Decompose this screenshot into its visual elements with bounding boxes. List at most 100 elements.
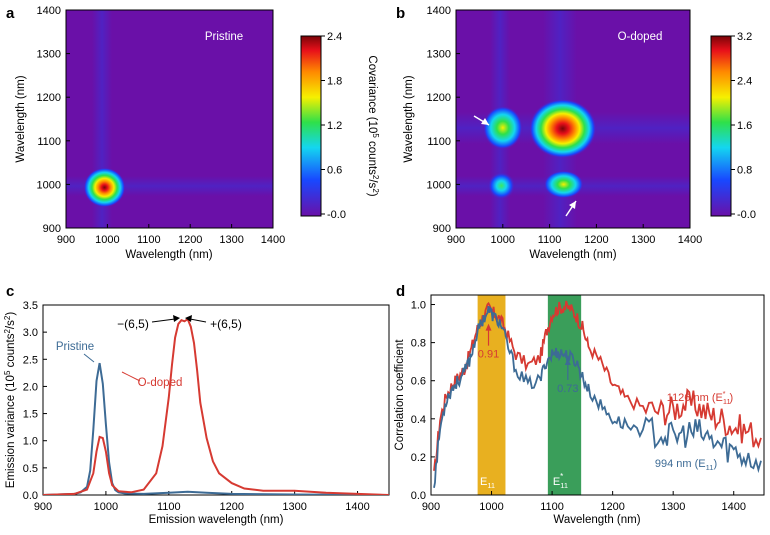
heatmap-b-peak [543, 170, 584, 199]
heatmap-b-peak [487, 171, 516, 200]
heatmap-a-xtick-label: 900 [57, 234, 75, 246]
line-d-ytick-label: 0.8 [411, 338, 426, 350]
heatmap-b-arrowhead-2 [569, 201, 576, 209]
heatmap-a-frame [65, 9, 274, 229]
line-c-legend-odoped: O-doped [138, 377, 183, 389]
line-d-ylabel: Correlation coefficient [394, 339, 406, 451]
heatmap-a-xtick-label: 1200 [178, 234, 202, 246]
line-c-legend-pristine: Pristine [56, 341, 94, 353]
heatmap-a-annotation: Pristine [205, 31, 243, 43]
heatmap-a-ytick-label: 1000 [37, 179, 61, 191]
colorbar-a [300, 35, 322, 217]
heatmap-a-xlabel: Wavelength (nm) [125, 249, 212, 261]
line-c-annotation-plus: +(6,5) [210, 317, 242, 331]
line-c-ytick-label: 0.0 [23, 490, 38, 502]
line-d-xtick-label: 1400 [721, 501, 745, 513]
heatmap-b-xtick-label: 1100 [538, 234, 562, 246]
line-c-xlabel: Emission wavelength (nm) [149, 514, 284, 526]
line-c-pointer-odoped [121, 371, 141, 382]
panel-letter-d: d [396, 283, 405, 300]
heatmap-b-frame [455, 9, 691, 229]
line-d-xtick-label: 1100 [540, 501, 564, 513]
heatmap-b-ylabel: Wavelength (nm) [403, 75, 415, 162]
line-d-band-e11-star [547, 295, 582, 495]
heatmap-b-arrowhead-1 [481, 118, 489, 125]
heatmap-b-xtick-label: 1200 [584, 234, 608, 246]
colorbar-a-tick-label: 0.6 [327, 165, 342, 177]
line-c-ytick-label: 2.0 [23, 381, 38, 393]
heatmap-a-ylabel: Wavelength (nm) [15, 75, 27, 162]
heatmap-a-ytick-label: 1300 [37, 49, 61, 61]
colorbar-b-tick-label: 0.8 [737, 165, 752, 177]
heatmap-b-ytick-label: 1300 [427, 49, 451, 61]
line-d-ytick-label: 0.6 [411, 376, 426, 388]
heatmap-b-xtick-label: 1000 [491, 234, 515, 246]
colorbar-a-label: Covariance (105 counts2/s2) [366, 55, 381, 196]
line-c-arrowhead-plus [185, 315, 192, 322]
line-c-ytick-label: 1.0 [23, 436, 38, 448]
colorbar-b-tick-label: 1.6 [737, 120, 752, 132]
heatmap-b-ytick-label: 1200 [427, 92, 451, 104]
panel-letter-c: c [6, 283, 14, 300]
line-d-band-label: E11* [553, 472, 568, 490]
heatmap-a-xtick-label: 1400 [261, 234, 285, 246]
line-d-marker-arrowhead [485, 323, 492, 331]
line-d-frame [430, 294, 765, 496]
panel-letter-a: a [6, 5, 15, 22]
panel-b: b 900 1000 1100 1200 1300 1400 900 1000 1100 1200… [396, 5, 756, 261]
heatmap-a-ytick-label: 1200 [37, 92, 61, 104]
heatmap-b-xtick-label: 1400 [678, 234, 702, 246]
colorbar-a-tick-label: 1.8 [327, 76, 342, 88]
line-c-arrowhead-minus [173, 315, 180, 322]
heatmap-a-xtick-label: 1300 [219, 234, 243, 246]
colorbar-b-tick-label: 2.4 [737, 76, 752, 88]
line-c-xtick-label: 1400 [345, 501, 369, 513]
panel-letter-b: b [396, 5, 405, 22]
heatmap-b-ytick-label: 1100 [427, 136, 451, 148]
line-c-xtick-label: 1300 [282, 501, 306, 513]
line-d-series-1126nm [433, 300, 762, 471]
line-c-xtick-label: 1100 [157, 501, 181, 513]
line-d-legend-1126: 1126 nm (E11*) [667, 389, 733, 406]
panel-c: c 900 1000 1100 1200 1300 1400 0.0 0.5 1.0 1.5 2.0… [3, 283, 390, 526]
line-c-xtick-label: 900 [34, 501, 52, 513]
line-d-legend-994: 994 nm (E11) [655, 458, 717, 472]
line-d-marker-arrowhead [564, 357, 571, 365]
line-d-xtick-label: 1000 [479, 501, 503, 513]
line-c-xtick-label: 1000 [94, 501, 118, 513]
heatmap-a-ytick-label: 1100 [37, 136, 61, 148]
line-d-marker-label: 0.91 [478, 349, 499, 361]
colorbar-a-tick-label: -0.0 [327, 209, 346, 221]
line-d-xtick-label: 1200 [600, 501, 624, 513]
heatmap-b-ytick-label: 1000 [427, 179, 451, 191]
line-c-ytick-label: 3.5 [23, 300, 38, 312]
heatmap-b-xtick-label: 1300 [631, 234, 655, 246]
line-c-annotation-minus: −(6,5) [117, 317, 149, 331]
line-c-ytick-label: 2.5 [23, 354, 38, 366]
line-c-xtick-label: 1200 [219, 501, 243, 513]
colorbar-a-tick-label: 1.2 [327, 120, 342, 132]
colorbar-b-tick-label: 3.2 [737, 31, 752, 43]
line-d-ytick-label: 1.0 [411, 300, 426, 312]
colorbar-b-tick-label: -0.0 [737, 209, 756, 221]
line-c-arrow-plus [189, 318, 207, 323]
heatmap-b-peak [482, 105, 523, 150]
heatmap-a-ytick-label: 900 [43, 223, 61, 235]
line-c-ytick-label: 1.5 [23, 409, 38, 421]
heatmap-a-peak [83, 167, 126, 208]
line-d-xlabel: Wavelength (nm) [553, 514, 640, 526]
line-c-series-pristine [43, 362, 389, 495]
line-d-ytick-label: 0.2 [411, 452, 426, 464]
line-d-series-994nm [433, 305, 762, 488]
heatmap-b-peak [528, 98, 597, 159]
line-d-xtick-label: 1300 [661, 501, 685, 513]
colorbar-a-tick-label: 2.4 [327, 31, 342, 43]
line-c-ytick-label: 0.5 [23, 463, 38, 475]
line-c-arrow-minus [151, 318, 176, 323]
line-c-frame [42, 304, 390, 496]
line-d-ytick-label: 0.0 [411, 490, 426, 502]
heatmap-b-annotation: O-doped [618, 31, 663, 43]
line-d-xtick-label: 900 [422, 501, 440, 513]
